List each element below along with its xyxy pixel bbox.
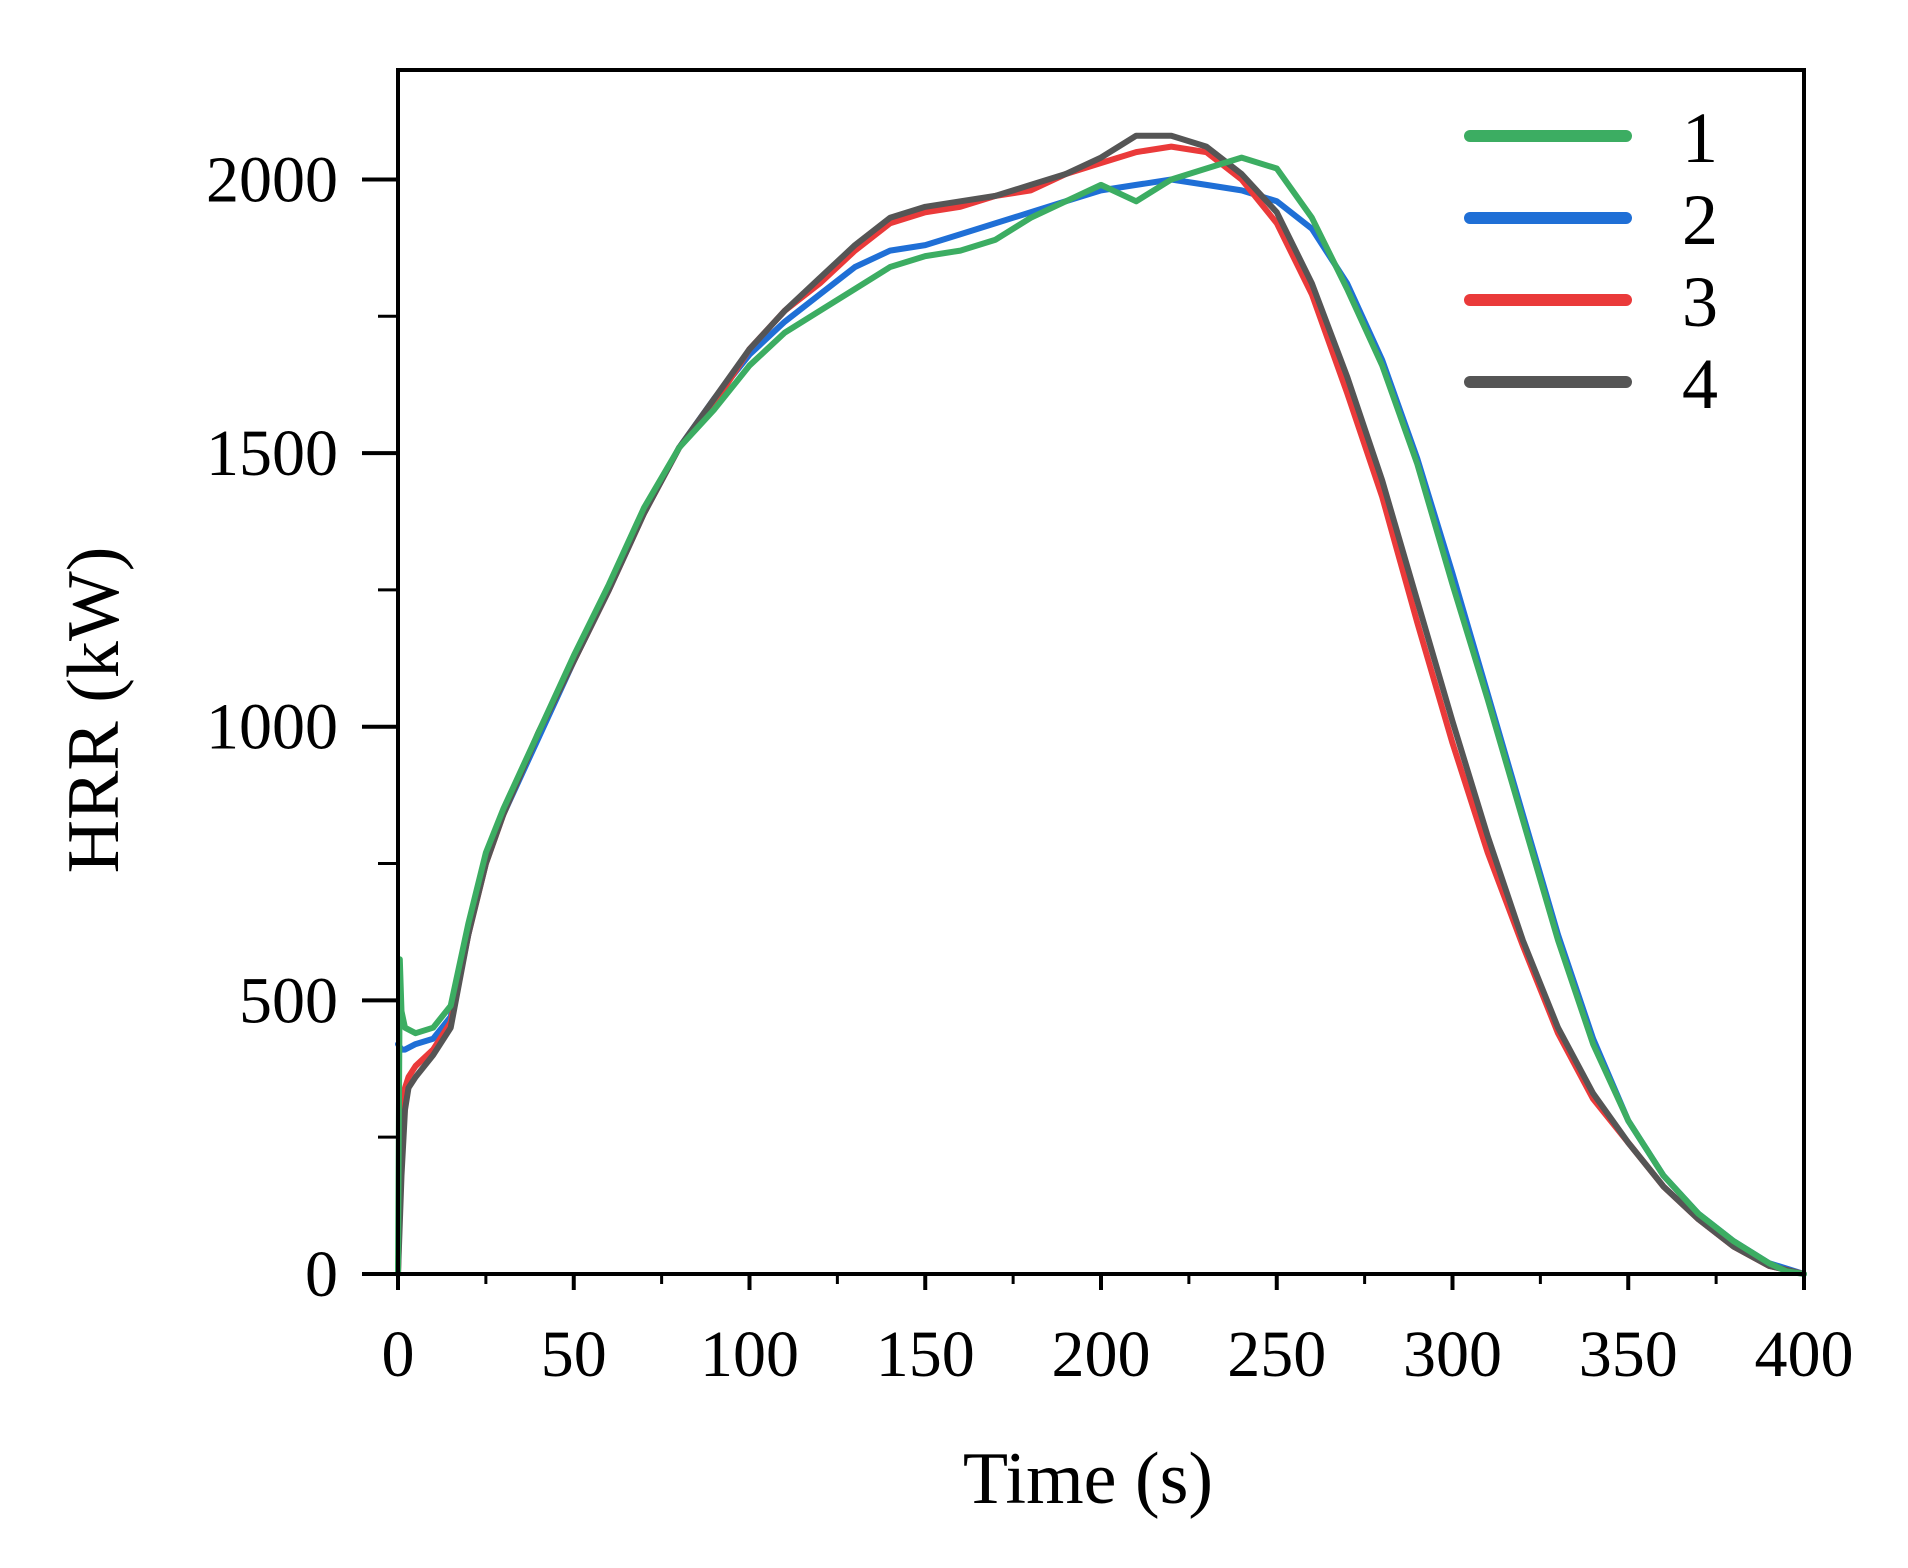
x-tick-label: 150 [876, 1318, 975, 1391]
x-tick-label: 200 [1052, 1318, 1151, 1391]
y-axis-title: HRR (kW) [53, 547, 135, 874]
y-axis-ticks [362, 177, 398, 1276]
y-axis-tick-labels: 0 500 1000 1500 2000 [206, 143, 338, 1311]
x-tick-label: 50 [541, 1318, 607, 1391]
y-tick-label: 500 [239, 964, 338, 1037]
y-tick-label: 1000 [206, 691, 338, 764]
x-axis-title: Time (s) [963, 1438, 1213, 1520]
series-layer [395, 132, 1807, 1277]
legend-label-4: 4 [1682, 344, 1718, 424]
x-tick-label: 0 [382, 1318, 415, 1391]
y-tick-label: 1500 [206, 417, 338, 490]
x-tick-label: 400 [1755, 1318, 1854, 1391]
legend-label-1: 1 [1682, 98, 1718, 178]
y-tick-label: 0 [305, 1238, 338, 1311]
x-tick-label: 350 [1579, 1318, 1678, 1391]
x-tick-label: 250 [1227, 1318, 1326, 1391]
series-line-1 [395, 154, 1807, 1277]
x-axis-ticks [396, 1274, 1806, 1290]
legend-label-3: 3 [1682, 262, 1718, 342]
x-tick-label: 300 [1403, 1318, 1502, 1391]
x-axis-tick-labels: 0 50 100 150 200 250 300 350 400 [382, 1318, 1854, 1391]
legend-label-2: 2 [1682, 180, 1718, 260]
y-tick-label: 2000 [206, 143, 338, 216]
x-tick-label: 100 [700, 1318, 799, 1391]
